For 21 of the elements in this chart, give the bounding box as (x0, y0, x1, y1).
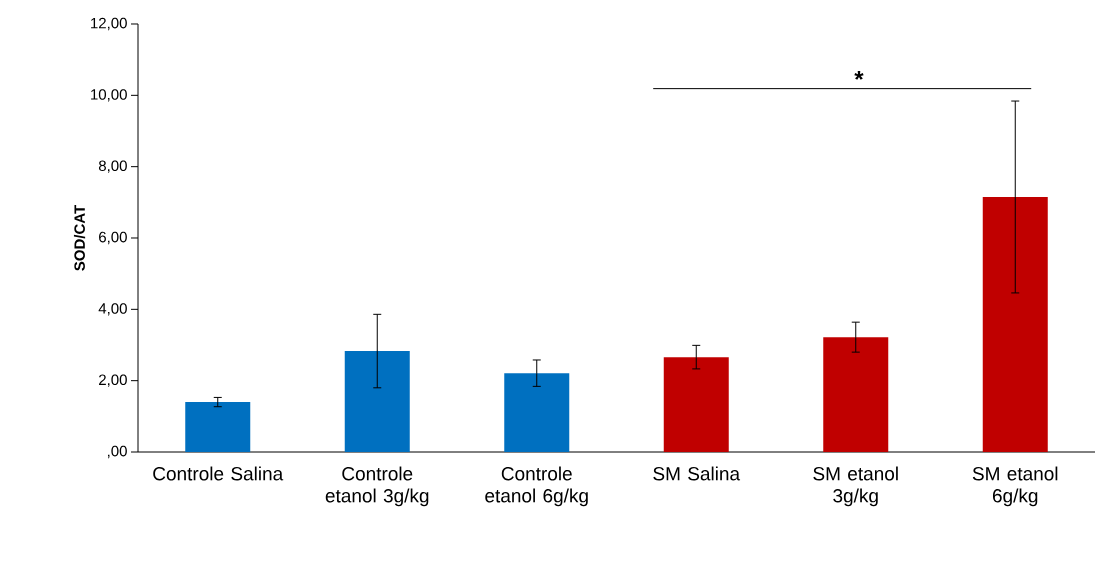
y-tick-label: 6,00 (99, 231, 127, 245)
y-tick-label: 2,00 (99, 374, 127, 387)
bar (823, 337, 889, 452)
annotation: * (854, 70, 864, 80)
y-tick-label: 8,00 (98, 160, 127, 173)
x-tick-label: SM etanol 3g/kg (813, 466, 898, 507)
y-tick-label: ,00 (107, 445, 127, 459)
bar (185, 402, 251, 452)
y-tick-label: 4,00 (98, 303, 127, 316)
bar (344, 351, 410, 452)
x-tick-label: SM Salina (653, 466, 741, 481)
x-tick-label: Controle Salina (153, 466, 284, 481)
x-tick-label: Controle etanol 6g/kg (485, 466, 588, 507)
bar (982, 196, 1048, 452)
y-tick-label: 10,00 (91, 89, 127, 102)
y-axis-title: SOD/CAT (73, 204, 86, 271)
x-tick-label: Controle etanol 3g/kg (325, 466, 429, 507)
x-tick-label: SM etanol 6g/kg (972, 466, 1058, 507)
bar (663, 357, 729, 452)
bar (504, 373, 570, 452)
y-tick-label: 12,00 (91, 17, 127, 31)
